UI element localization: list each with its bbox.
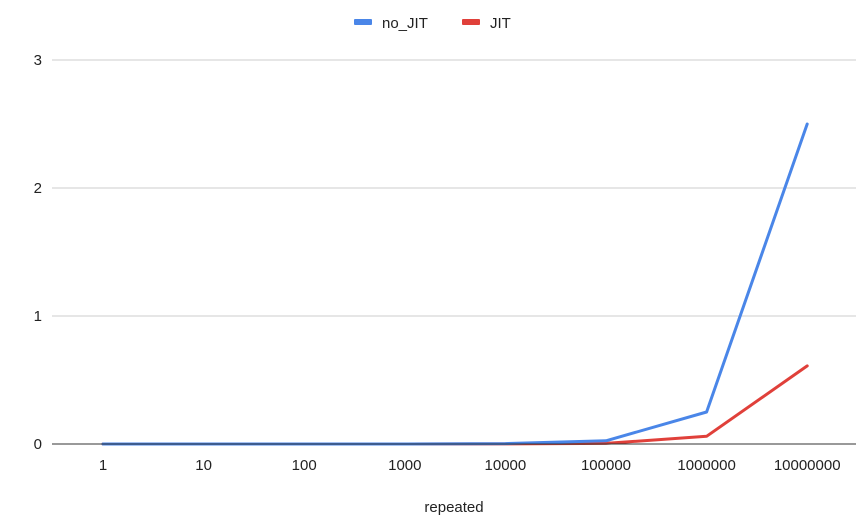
legend-swatch — [354, 19, 372, 25]
x-tick-label: 100000 — [581, 457, 631, 474]
legend: no_JIT JIT — [354, 15, 511, 32]
series-line-jit — [101, 364, 809, 446]
x-tick-label: 1 — [99, 457, 107, 474]
x-axis-ticks: 1 10 100 1000 10000 100000 1000000 10000000 — [99, 457, 841, 474]
y-tick-label: 1 — [34, 308, 42, 325]
y-tick-label: 0 — [34, 436, 42, 453]
x-tick-label: 1000 — [388, 457, 421, 474]
legend-label: no_JIT — [382, 15, 428, 32]
y-tick-label: 2 — [34, 180, 42, 197]
legend-swatch — [462, 19, 480, 25]
x-tick-label: 1000000 — [677, 457, 735, 474]
x-tick-label: 10000000 — [774, 457, 841, 474]
legend-label: JIT — [490, 15, 511, 32]
y-tick-label: 3 — [34, 52, 42, 69]
y-axis-ticks: 0 1 2 3 — [34, 52, 42, 453]
x-tick-label: 100 — [292, 457, 317, 474]
series-line-no-jit — [101, 122, 809, 446]
x-tick-label: 10000 — [485, 457, 527, 474]
x-tick-label: 10 — [195, 457, 212, 474]
series-lines — [101, 122, 809, 446]
x-axis-title: repeated — [424, 499, 483, 516]
gridlines — [52, 59, 856, 317]
